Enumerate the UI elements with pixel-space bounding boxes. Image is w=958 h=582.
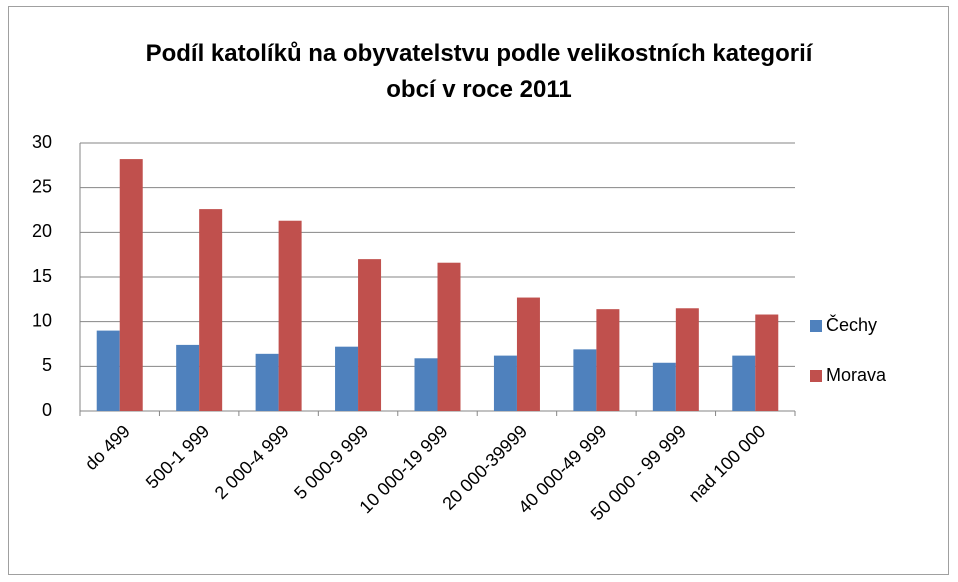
legend-label: Čechy [826,314,877,335]
y-tick-label: 20 [32,221,52,241]
bar [573,349,597,411]
bar [516,297,540,411]
bar [437,262,461,411]
bar [278,220,302,411]
bar [675,308,699,411]
bar [652,362,676,411]
bar [176,344,200,411]
chart-frame [8,6,949,575]
bar [199,209,223,411]
y-tick-label: 5 [42,355,52,375]
chart-title: Podíl katolíků na obyvatelstvu podle vel… [145,40,813,103]
bar [414,358,438,411]
bar [358,259,382,411]
legend-swatch [810,320,822,332]
bar [335,346,359,411]
bar [732,355,756,411]
bar [493,355,517,411]
bar [96,330,120,411]
bar [119,159,143,411]
y-tick-label: 0 [42,400,52,420]
y-tick-label: 10 [32,310,52,330]
bar [255,353,279,411]
bar [755,314,779,411]
y-tick-label: 30 [32,132,52,152]
y-tick-label: 15 [32,266,52,286]
legend-swatch [810,370,822,382]
legend-label: Morava [826,365,887,385]
bar [596,309,620,411]
y-tick-label: 25 [32,176,52,196]
